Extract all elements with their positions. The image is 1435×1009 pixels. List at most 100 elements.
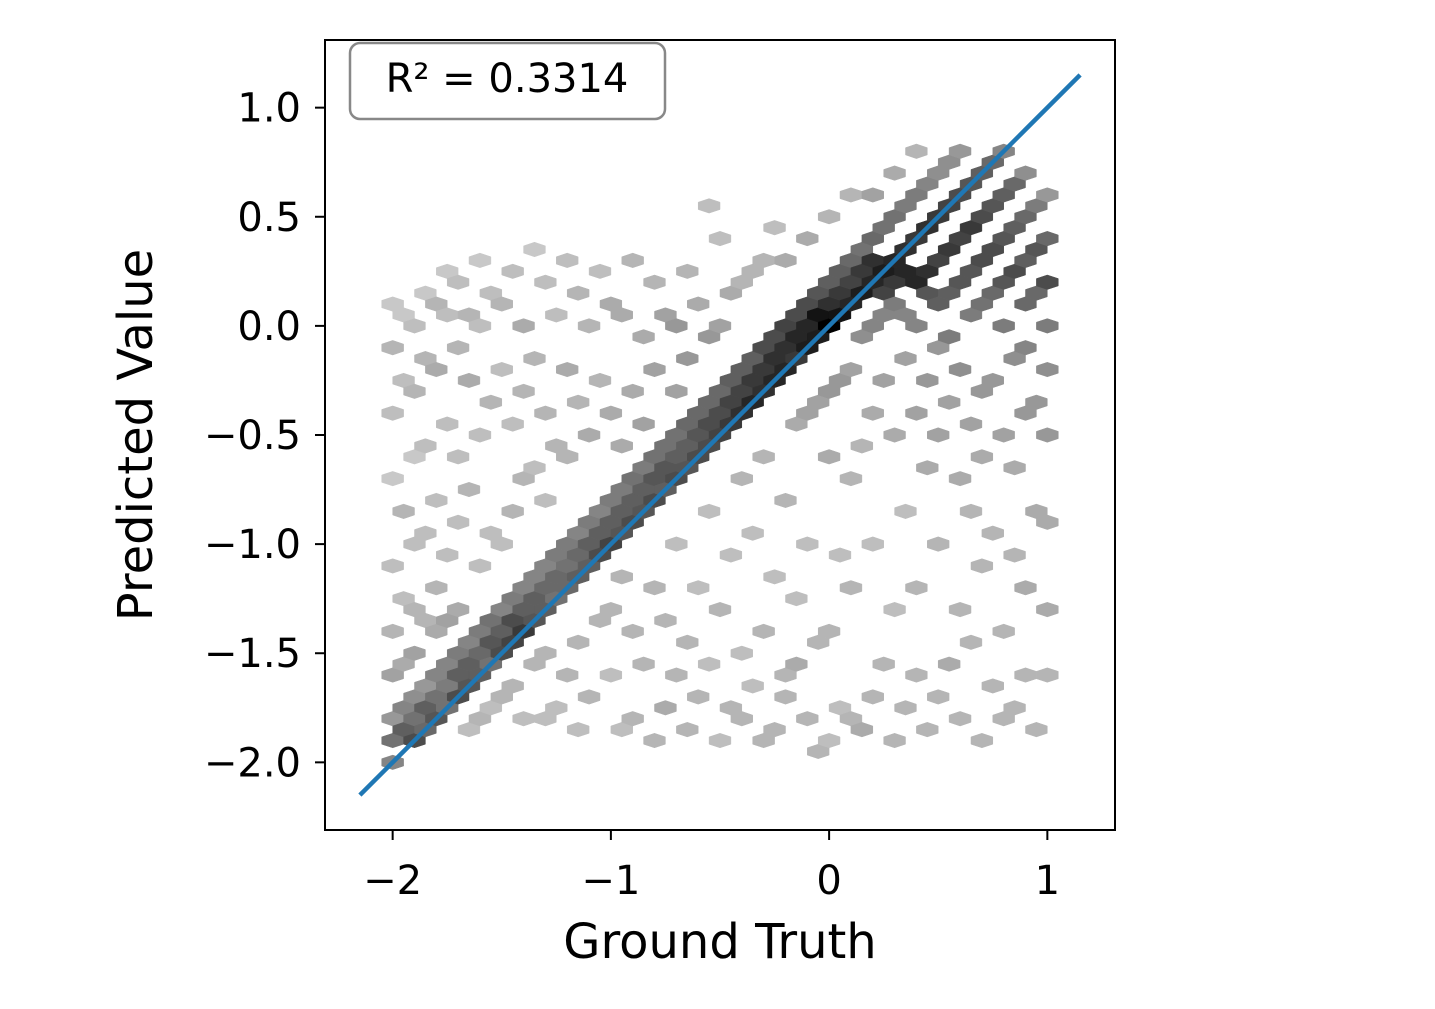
hex-cell	[796, 536, 819, 552]
hex-cell	[599, 602, 623, 618]
hex-cell	[708, 231, 732, 247]
hex-cell	[948, 711, 972, 727]
hex-cell	[676, 634, 699, 650]
hex-cell	[446, 602, 470, 618]
hex-cell	[425, 492, 448, 508]
hex-cell	[730, 471, 753, 487]
hex-cell	[654, 612, 677, 629]
hex-cell	[446, 340, 470, 356]
hex-cell	[556, 252, 579, 268]
y-tick-label: −0.5	[204, 413, 301, 459]
hex-cell	[523, 460, 546, 476]
hex-cell	[741, 678, 764, 694]
y-axis-title: Predicted Value	[108, 249, 164, 621]
hex-cell	[752, 449, 775, 465]
hex-cell	[534, 274, 557, 290]
hex-cell	[763, 569, 786, 585]
hex-cell	[381, 623, 404, 639]
overlay-layer: −2 −1 0 1 −2.0 −1.5 −1.0 −0.5 0.0 0.5 1.0	[204, 73, 1082, 904]
hex-cell	[643, 274, 666, 290]
hex-cell	[523, 241, 546, 258]
hex-cell	[566, 285, 590, 301]
x-tick-label: 0	[816, 858, 841, 904]
hex-cell	[425, 580, 448, 596]
hex-cell	[763, 220, 786, 236]
hex-cell	[905, 318, 928, 334]
hex-cell	[468, 318, 492, 334]
hex-cell	[1036, 231, 1059, 247]
hex-cell	[905, 667, 928, 683]
hex-cell	[741, 525, 764, 541]
hex-cell	[381, 405, 404, 421]
hex-cell	[992, 427, 1015, 443]
hex-cell	[490, 536, 513, 552]
hex-cell	[490, 296, 513, 312]
hex-cell	[883, 427, 906, 443]
hex-cell	[446, 274, 470, 290]
hex-cell	[577, 318, 601, 334]
hex-cell	[501, 263, 524, 279]
hex-cell	[403, 318, 426, 334]
hex-cell	[468, 252, 492, 268]
hex-cell	[403, 383, 426, 399]
hex-layer	[381, 143, 1059, 770]
y-tick-label: 0.0	[237, 304, 301, 350]
hex-cell	[970, 733, 994, 749]
hex-cell	[796, 711, 819, 727]
hex-cell	[610, 438, 633, 454]
hex-cell	[916, 372, 939, 388]
hex-cell	[676, 263, 699, 279]
hex-cell	[501, 503, 524, 519]
hex-cell	[937, 394, 961, 410]
hex-cell	[992, 623, 1015, 639]
hex-cell	[839, 471, 863, 487]
hex-cell	[556, 362, 579, 378]
hex-cell	[817, 209, 841, 225]
hex-cell	[708, 318, 732, 334]
hex-cell	[708, 733, 732, 749]
hex-cell	[850, 438, 874, 454]
hex-cell	[687, 580, 710, 596]
hex-cell	[501, 416, 524, 432]
hex-cell	[981, 525, 1004, 541]
hex-cell	[1036, 274, 1059, 290]
hex-cell	[927, 689, 950, 705]
hex-cell	[1014, 340, 1037, 356]
hex-cell	[643, 733, 666, 749]
hex-cell	[872, 372, 895, 388]
y-tick-label: −1.0	[204, 522, 301, 568]
hex-cell	[687, 689, 710, 705]
hex-cell	[948, 143, 972, 159]
hex-cell	[654, 700, 677, 716]
hex-cell	[436, 416, 459, 432]
x-axis-title: Ground Truth	[563, 914, 876, 970]
hex-cell	[905, 580, 928, 596]
hex-cell	[970, 558, 994, 574]
hex-cell	[523, 351, 546, 367]
hex-cell	[774, 492, 797, 508]
hex-cell	[774, 689, 797, 705]
hex-cell	[556, 449, 579, 465]
hex-cell	[905, 405, 928, 421]
hex-cell	[981, 372, 1004, 388]
hex-cell	[708, 602, 732, 618]
hex-cell	[1036, 514, 1059, 530]
hex-cell	[501, 678, 524, 694]
hex-cell	[1036, 187, 1059, 203]
fit-line	[358, 73, 1082, 797]
hex-cell	[1025, 722, 1048, 738]
hex-cell	[763, 722, 786, 738]
hex-cell	[468, 427, 492, 443]
x-tick-label: −1	[581, 858, 640, 904]
hex-cell	[1036, 602, 1059, 618]
hex-cell	[643, 580, 666, 596]
hex-cell	[665, 536, 688, 552]
hex-cell	[621, 623, 644, 639]
hex-cell	[403, 645, 426, 661]
hex-cell	[381, 471, 404, 487]
hex-cell	[512, 383, 535, 399]
hex-cell	[381, 340, 404, 356]
hex-cell	[1003, 460, 1026, 476]
